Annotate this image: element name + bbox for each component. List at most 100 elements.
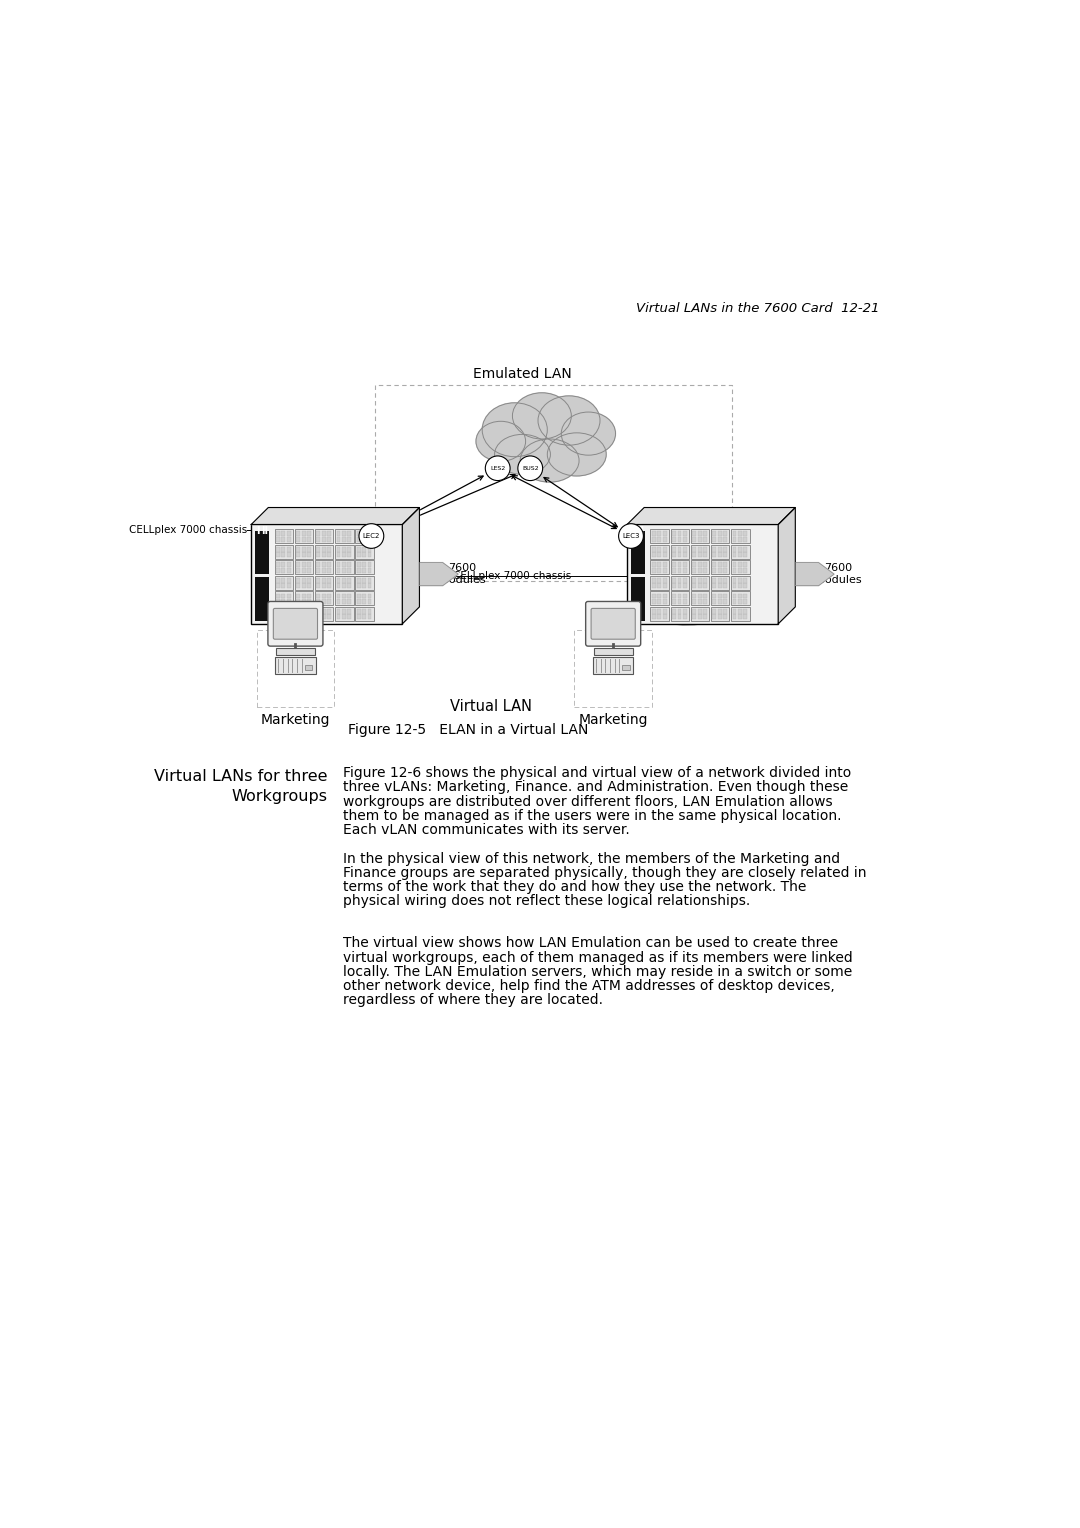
FancyBboxPatch shape [711,591,729,605]
FancyBboxPatch shape [732,584,737,588]
FancyBboxPatch shape [652,578,656,582]
FancyBboxPatch shape [731,529,750,542]
FancyBboxPatch shape [356,614,361,619]
FancyBboxPatch shape [255,530,269,575]
FancyBboxPatch shape [718,547,721,552]
FancyBboxPatch shape [672,547,676,552]
Text: three vLANs: Marketing, Finance. and Administration. Even though these: three vLANs: Marketing, Finance. and Adm… [342,781,848,795]
FancyBboxPatch shape [337,532,340,536]
FancyBboxPatch shape [282,536,285,541]
FancyBboxPatch shape [301,536,306,541]
FancyBboxPatch shape [348,568,351,573]
FancyBboxPatch shape [307,536,311,541]
FancyBboxPatch shape [342,599,346,604]
FancyBboxPatch shape [743,532,747,536]
FancyBboxPatch shape [335,561,353,575]
FancyBboxPatch shape [683,614,687,619]
Text: Figure 12-5   ELAN in a Virtual LAN: Figure 12-5 ELAN in a Virtual LAN [348,723,589,736]
Polygon shape [779,507,795,623]
Text: Virtual LAN: Virtual LAN [450,700,532,715]
FancyBboxPatch shape [316,578,321,582]
FancyBboxPatch shape [276,553,280,558]
FancyBboxPatch shape [663,610,666,614]
FancyBboxPatch shape [296,568,300,573]
FancyBboxPatch shape [692,614,697,619]
FancyBboxPatch shape [732,547,737,552]
FancyBboxPatch shape [355,591,374,605]
FancyBboxPatch shape [327,578,332,582]
FancyBboxPatch shape [743,593,747,597]
FancyBboxPatch shape [342,536,346,541]
FancyBboxPatch shape [683,568,687,573]
Text: LEC3: LEC3 [622,533,639,539]
FancyBboxPatch shape [738,578,742,582]
FancyBboxPatch shape [713,593,716,597]
FancyBboxPatch shape [652,599,656,604]
FancyBboxPatch shape [276,593,280,597]
FancyBboxPatch shape [703,532,707,536]
FancyBboxPatch shape [282,553,285,558]
FancyBboxPatch shape [362,614,366,619]
FancyBboxPatch shape [296,593,300,597]
Text: virtual workgroups, each of them managed as if its members were linked: virtual workgroups, each of them managed… [342,950,852,964]
FancyBboxPatch shape [335,591,353,605]
FancyBboxPatch shape [703,536,707,541]
FancyBboxPatch shape [718,553,721,558]
FancyBboxPatch shape [282,614,285,619]
FancyBboxPatch shape [287,578,291,582]
FancyBboxPatch shape [698,610,702,614]
FancyBboxPatch shape [683,532,687,536]
FancyBboxPatch shape [718,614,721,619]
FancyBboxPatch shape [314,576,334,590]
Polygon shape [627,507,795,524]
FancyBboxPatch shape [327,562,332,567]
FancyBboxPatch shape [322,593,326,597]
FancyBboxPatch shape [276,568,280,573]
FancyBboxPatch shape [327,553,332,558]
FancyBboxPatch shape [307,568,311,573]
FancyBboxPatch shape [275,657,315,674]
FancyBboxPatch shape [337,568,340,573]
FancyBboxPatch shape [362,536,366,541]
FancyBboxPatch shape [683,536,687,541]
FancyBboxPatch shape [301,610,306,614]
FancyBboxPatch shape [692,547,697,552]
FancyBboxPatch shape [713,547,716,552]
Ellipse shape [512,393,571,439]
FancyBboxPatch shape [342,614,346,619]
FancyBboxPatch shape [296,599,300,604]
FancyBboxPatch shape [287,532,291,536]
FancyBboxPatch shape [276,547,280,552]
FancyBboxPatch shape [650,607,669,620]
FancyBboxPatch shape [362,599,366,604]
FancyBboxPatch shape [627,524,779,623]
FancyBboxPatch shape [671,591,689,605]
FancyBboxPatch shape [698,553,702,558]
Text: Workgroups: Workgroups [231,788,327,804]
FancyBboxPatch shape [652,553,656,558]
FancyBboxPatch shape [356,553,361,558]
FancyBboxPatch shape [652,584,656,588]
FancyBboxPatch shape [348,562,351,567]
Text: other network device, help find the ATM addresses of desktop devices,: other network device, help find the ATM … [342,979,835,993]
FancyBboxPatch shape [316,584,321,588]
FancyBboxPatch shape [718,578,721,582]
Text: Emulated LAN: Emulated LAN [473,367,572,382]
FancyBboxPatch shape [683,547,687,552]
FancyBboxPatch shape [337,614,340,619]
FancyBboxPatch shape [356,610,361,614]
FancyBboxPatch shape [738,562,742,567]
FancyBboxPatch shape [677,553,681,558]
Ellipse shape [476,422,526,461]
FancyBboxPatch shape [713,553,716,558]
FancyBboxPatch shape [314,591,334,605]
FancyBboxPatch shape [322,610,326,614]
FancyBboxPatch shape [348,532,351,536]
FancyBboxPatch shape [652,610,656,614]
FancyBboxPatch shape [362,584,366,588]
FancyBboxPatch shape [650,576,669,590]
FancyBboxPatch shape [713,532,716,536]
FancyBboxPatch shape [711,529,729,542]
Polygon shape [252,507,419,524]
FancyBboxPatch shape [650,591,669,605]
